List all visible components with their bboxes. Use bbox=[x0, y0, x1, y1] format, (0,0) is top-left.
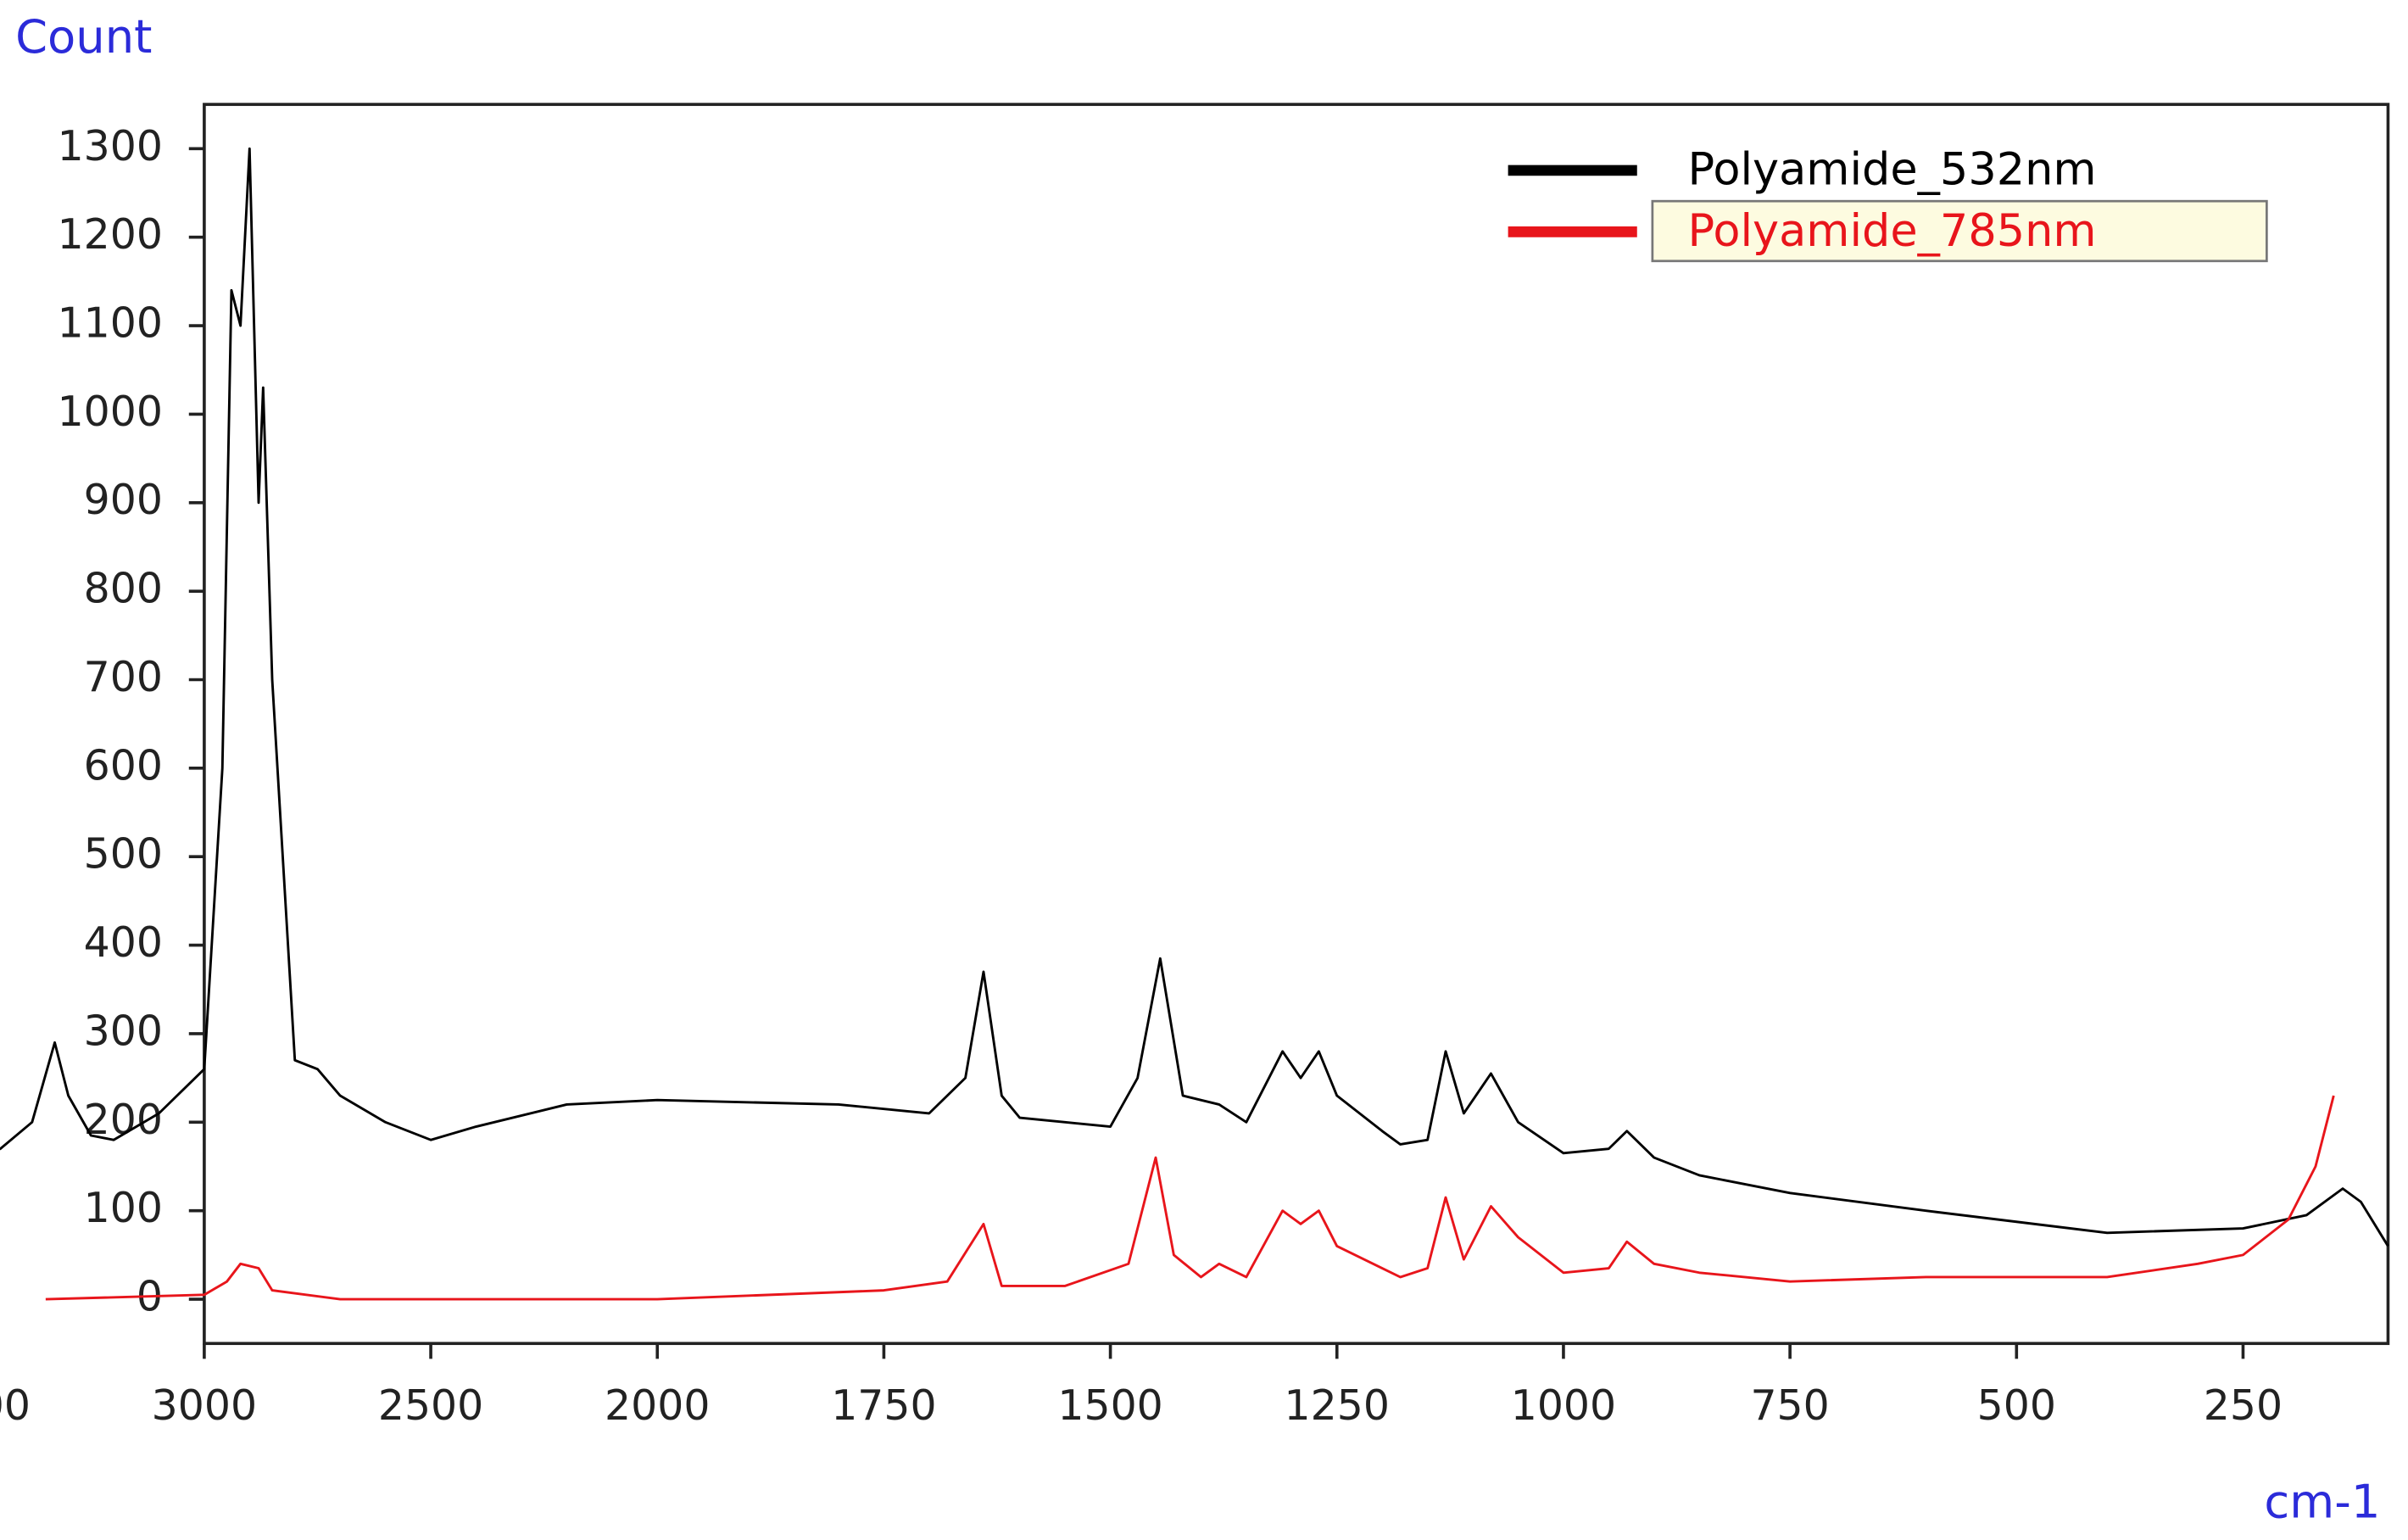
x-tick-label: 750 bbox=[1750, 1381, 1829, 1430]
series-line bbox=[45, 1095, 2335, 1301]
x-tick-label: 1000 bbox=[1511, 1381, 1616, 1430]
x-tick-label: 1500 bbox=[1057, 1381, 1162, 1430]
plot-frame bbox=[203, 103, 2390, 1346]
y-axis-label: Count bbox=[15, 10, 152, 64]
x-tick-label: 3000 bbox=[152, 1381, 257, 1430]
y-tick-label: 700 bbox=[84, 653, 163, 701]
x-tick-label: 1250 bbox=[1285, 1381, 1390, 1430]
y-tick-label: 600 bbox=[84, 741, 163, 790]
y-tick-label: 1100 bbox=[58, 299, 163, 348]
y-tick-label: 1200 bbox=[58, 210, 163, 259]
x-tick-label: 2500 bbox=[378, 1381, 483, 1430]
y-tick-label: 800 bbox=[84, 565, 163, 613]
legend: Polyamide_532nm Polyamide_785nm bbox=[1508, 143, 2268, 263]
legend-highlight bbox=[1651, 199, 2268, 263]
x-tick-label: 500 bbox=[1977, 1381, 2056, 1430]
x-tick-label: 3500 bbox=[0, 1381, 31, 1430]
legend-label: Polyamide_532nm bbox=[1688, 143, 2097, 195]
x-tick-label: 250 bbox=[2204, 1381, 2283, 1430]
y-tick-label: 400 bbox=[84, 918, 163, 967]
y-tick-label: 1300 bbox=[58, 122, 163, 170]
y-tick-label: 500 bbox=[84, 830, 163, 879]
legend-label: Polyamide_785nm bbox=[1688, 205, 2097, 257]
y-tick-label: 300 bbox=[84, 1007, 163, 1055]
series-line bbox=[0, 147, 2389, 1247]
y-tick-label: 100 bbox=[84, 1184, 163, 1232]
y-tick-label: 900 bbox=[84, 476, 163, 524]
x-axis-label: cm-1 bbox=[2264, 1475, 2380, 1528]
x-tick-label: 2000 bbox=[605, 1381, 710, 1430]
x-tick-label: 1750 bbox=[831, 1381, 936, 1430]
y-tick-label: 1000 bbox=[58, 388, 163, 436]
